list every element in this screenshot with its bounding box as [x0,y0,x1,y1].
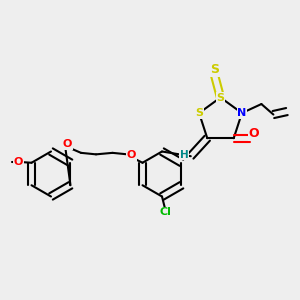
Text: H: H [180,150,188,160]
Text: S: S [195,108,203,118]
Text: S: S [217,92,224,103]
Text: O: O [14,157,23,167]
Text: O: O [63,140,72,149]
Text: O: O [127,150,136,160]
Text: O: O [248,127,259,140]
Text: S: S [210,63,219,76]
Text: Cl: Cl [159,207,171,218]
Text: N: N [237,108,247,118]
